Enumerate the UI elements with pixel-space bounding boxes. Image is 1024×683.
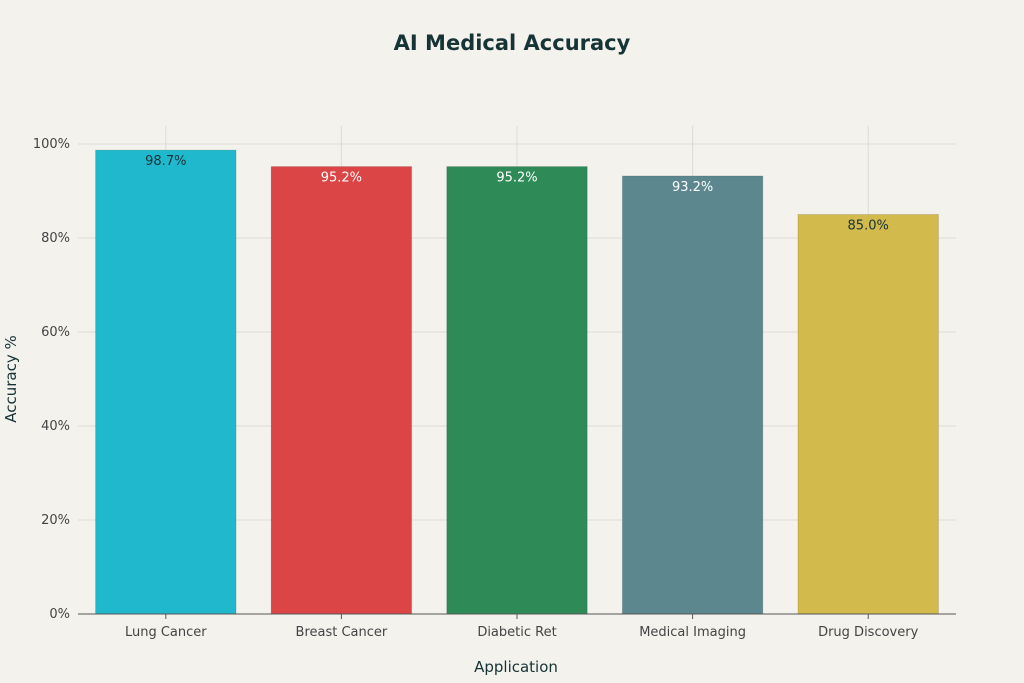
x-tick-label: Breast Cancer — [296, 625, 388, 640]
bars — [95, 149, 939, 615]
data-label: 93.2% — [672, 180, 713, 195]
bar-diabetic-ret[interactable] — [446, 166, 588, 615]
y-tick-label: 20% — [41, 513, 70, 528]
x-tick-label: Drug Discovery — [818, 625, 919, 640]
data-label: 95.2% — [496, 171, 537, 186]
bar-breast-cancer[interactable] — [270, 166, 413, 615]
x-tick-label: Lung Cancer — [125, 625, 207, 640]
y-tick-label: 100% — [33, 137, 70, 152]
y-tick-label: 60% — [41, 325, 70, 340]
x-tick-label: Medical Imaging — [639, 625, 746, 640]
y-tick-label: 0% — [49, 607, 70, 622]
y-tick-label: 40% — [41, 419, 70, 434]
chart-title: AI Medical Accuracy — [394, 31, 631, 55]
data-labels: 98.7% 95.2% 95.2% 93.2% 85.0% — [145, 154, 889, 233]
bar-medical-imaging[interactable] — [621, 175, 764, 615]
data-label: 98.7% — [145, 154, 186, 169]
data-label: 95.2% — [321, 171, 362, 186]
x-tick-label: Diabetic Ret — [477, 625, 556, 640]
axis-ticks: 0% 20% 40% 60% 80% 100% Lung Cancer Breast Canc… — [33, 137, 919, 640]
data-label: 85.0% — [848, 219, 889, 234]
bar-lung-cancer[interactable] — [95, 149, 237, 615]
y-tick-label: 80% — [41, 231, 70, 246]
bar-drug-discovery[interactable] — [797, 214, 939, 615]
y-axis-title: Accuracy % — [2, 335, 20, 423]
x-axis-title: Application — [474, 658, 558, 676]
